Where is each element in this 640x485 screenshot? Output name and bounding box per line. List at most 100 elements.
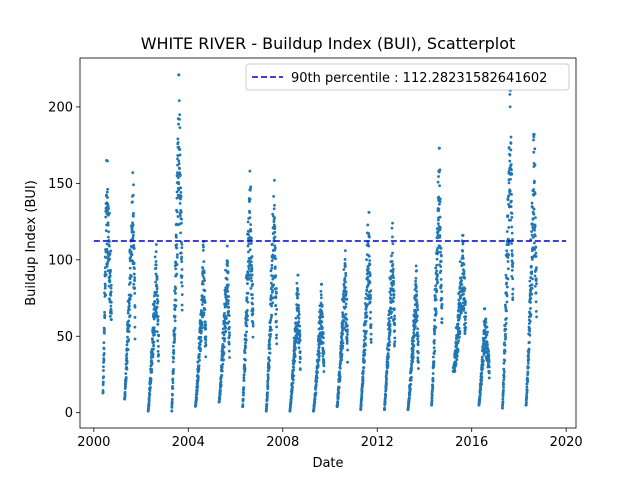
data-point [222, 352, 226, 355]
data-point [464, 311, 468, 315]
data-point [123, 390, 127, 394]
data-point [149, 377, 153, 381]
data-point [386, 364, 390, 368]
data-point [227, 314, 231, 317]
data-point [408, 396, 411, 399]
data-point [243, 364, 246, 367]
y-tick-label: 200 [48, 100, 73, 115]
data-point [531, 223, 535, 227]
data-point [270, 304, 273, 308]
data-point [148, 389, 152, 393]
data-point [364, 296, 368, 300]
data-point [436, 280, 440, 284]
data-point [226, 264, 229, 268]
data-point [464, 315, 468, 318]
data-point [461, 233, 465, 237]
data-point [319, 296, 323, 300]
data-point [387, 313, 391, 317]
data-point [268, 347, 272, 350]
data-point [204, 341, 208, 345]
data-point [175, 210, 179, 214]
data-point [109, 293, 113, 297]
data-point [247, 233, 250, 237]
data-point [501, 397, 505, 401]
data-point [506, 214, 510, 218]
data-point [416, 351, 420, 355]
data-point [527, 322, 531, 325]
data-point [171, 387, 175, 390]
data-point [196, 375, 200, 379]
data-point [174, 291, 177, 295]
data-point [346, 348, 350, 352]
data-point [129, 250, 133, 254]
data-point [503, 349, 507, 353]
data-point [533, 284, 537, 288]
data-point [416, 308, 420, 312]
data-point [274, 304, 278, 307]
data-point [457, 339, 461, 342]
data-point [415, 301, 419, 304]
data-point [480, 371, 484, 375]
data-point [273, 203, 276, 207]
data-point [386, 352, 390, 355]
data-point [196, 385, 200, 389]
data-point [196, 378, 200, 382]
data-point [460, 279, 463, 283]
data-point [242, 393, 245, 397]
data-point [388, 340, 391, 344]
data-point [532, 188, 536, 191]
data-point [532, 150, 536, 154]
data-point [242, 386, 246, 390]
data-point [484, 317, 488, 321]
data-point [147, 402, 151, 406]
data-point [106, 205, 110, 208]
data-point [104, 215, 108, 219]
data-point [128, 281, 132, 284]
plot-frame [79, 57, 577, 429]
data-point [273, 230, 277, 234]
data-point [411, 360, 415, 364]
legend: 90th percentile : 112.28231582641602 [245, 63, 570, 91]
data-point [363, 359, 366, 362]
data-point [359, 407, 363, 411]
data-point [343, 258, 347, 261]
data-point [344, 312, 348, 316]
data-point [201, 243, 205, 247]
data-point [106, 202, 110, 206]
data-point [150, 368, 154, 372]
data-point [384, 394, 388, 397]
data-point [104, 293, 108, 297]
data-point [385, 382, 388, 386]
data-point [508, 105, 512, 109]
data-point [345, 342, 349, 345]
data-point [529, 301, 532, 304]
data-point [388, 324, 392, 328]
data-point [203, 300, 207, 304]
data-point [321, 341, 325, 345]
data-point [246, 314, 250, 318]
data-point [528, 340, 531, 344]
data-point [319, 338, 322, 342]
data-point [439, 260, 443, 263]
data-point [510, 225, 514, 229]
data-point [533, 192, 537, 196]
data-point [242, 378, 246, 382]
data-point [157, 359, 160, 363]
data-point [155, 285, 159, 289]
data-point [291, 385, 294, 389]
data-point [369, 293, 372, 297]
data-point [268, 343, 272, 347]
data-point [417, 367, 420, 370]
data-point [123, 393, 127, 397]
data-point [245, 297, 249, 301]
data-point [131, 233, 135, 237]
data-point [502, 382, 505, 386]
data-point [456, 348, 460, 351]
data-point [342, 314, 346, 318]
data-point [457, 326, 461, 330]
data-point [501, 406, 504, 410]
data-point [106, 196, 109, 199]
data-point [509, 177, 512, 181]
data-point [368, 281, 372, 284]
data-point [251, 322, 255, 326]
